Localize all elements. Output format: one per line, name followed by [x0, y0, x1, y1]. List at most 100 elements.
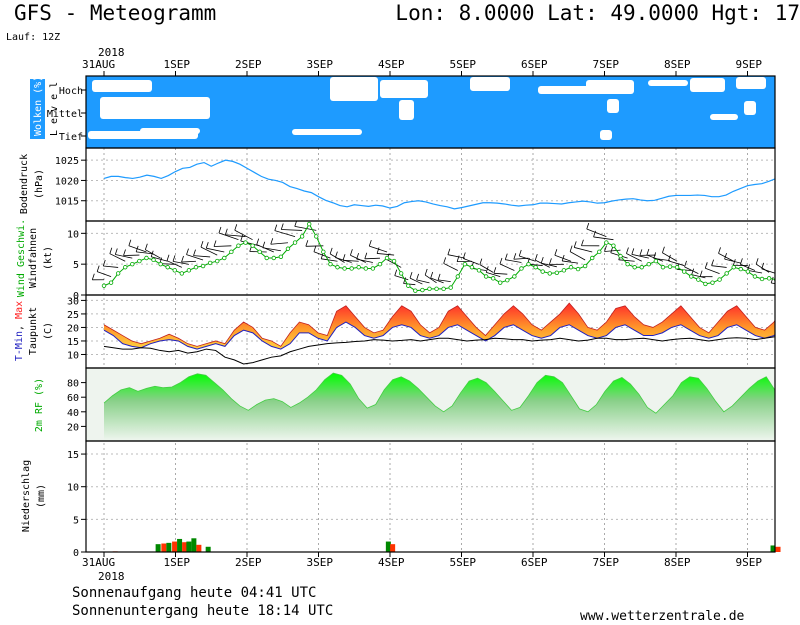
cloud-blob — [178, 107, 208, 111]
wind-speed-point — [526, 261, 531, 267]
wind-speed-point — [703, 281, 708, 287]
wind-barb — [604, 249, 621, 252]
wind-barb — [755, 263, 770, 273]
wind-barb — [200, 246, 218, 256]
wind-speed-point — [781, 289, 785, 293]
wind-barb-flag — [443, 257, 447, 264]
precip-tick-label: 0 — [73, 548, 79, 559]
wind-speed-point — [328, 261, 333, 267]
wind-barb — [747, 269, 763, 274]
wind-barb — [350, 254, 366, 263]
wind-barb-flag — [96, 265, 100, 272]
wind-speed-point — [335, 265, 340, 270]
wind-speed-point — [540, 269, 545, 274]
wind-speed-point — [434, 286, 439, 292]
wind-barb-flag — [732, 259, 736, 266]
wind-speed-point — [759, 276, 765, 282]
wind-speed-point — [257, 249, 262, 255]
wind-barb — [377, 253, 395, 256]
wind-barb — [618, 259, 635, 262]
wind-axis-label: Wind Geschwi. — [16, 219, 27, 297]
precip-tick-label: 15 — [67, 450, 79, 461]
pressure-panel-frame — [85, 147, 776, 222]
wind-barb — [97, 271, 112, 278]
wind-speed-point — [427, 286, 432, 292]
date-tick-bottom: 31AUG — [82, 556, 115, 569]
wind-barb-flag — [342, 254, 346, 261]
wind-barb-flag — [549, 258, 552, 265]
cloud-blob — [399, 100, 414, 120]
wind-speed-point — [370, 266, 376, 271]
wind-speed-point — [356, 265, 361, 270]
wind-tick-label: 10 — [67, 229, 79, 240]
wind-barb-flag — [109, 247, 113, 254]
wind-speed-point — [229, 249, 234, 255]
temperature-tick-label: 25 — [67, 310, 79, 321]
date-tick-top: 9SEP — [736, 58, 763, 71]
wind-speed-point — [611, 243, 616, 248]
temperature-tick-label: 30 — [67, 296, 79, 307]
cloud-label-box — [30, 79, 45, 139]
date-tick-top: 3SEP — [307, 58, 334, 71]
wind-barb — [136, 251, 154, 255]
wind-barb — [586, 228, 607, 237]
source-url: www.wetterzentrale.de — [580, 609, 745, 624]
wind-speed-point — [207, 260, 213, 266]
wind-barb-flag — [447, 248, 451, 255]
wind-barb — [541, 262, 557, 268]
wind-speed-point — [533, 265, 538, 270]
wind-speed-point — [498, 280, 503, 285]
wind-barb-flag — [218, 226, 222, 234]
model-run-label: Lauf: 12Z — [6, 32, 61, 43]
wind-barb-flag — [534, 253, 538, 261]
wind-barb — [181, 260, 197, 263]
date-tick-top: 4SEP — [378, 58, 405, 71]
wind-barb-flag — [172, 255, 176, 262]
wind-barb-flag — [305, 240, 309, 247]
wind-barb — [631, 253, 649, 259]
pressure-line — [103, 159, 775, 210]
cloud-gaps — [88, 77, 766, 140]
wind-barb-flag — [430, 271, 434, 279]
cloud-blob — [600, 130, 612, 140]
wind-speed-point — [561, 268, 567, 273]
wind-speed-point — [292, 240, 298, 245]
wind-speed-point — [448, 285, 453, 290]
precip-bar — [191, 538, 197, 552]
year-label-top: 2018 — [98, 46, 125, 59]
wind-speed-point — [745, 269, 751, 274]
wind-barb — [705, 267, 720, 274]
wind-barb-flag — [350, 249, 353, 256]
wind-barb — [172, 260, 189, 265]
wind-speed-point — [660, 265, 666, 270]
wind-speed-point — [264, 255, 269, 261]
cloud-blob — [744, 101, 756, 115]
precip-bar — [177, 538, 183, 552]
cloud-level-mittel: Mittel — [47, 109, 83, 120]
cloud-blob — [538, 86, 593, 94]
wind-speed-point — [646, 261, 652, 267]
wind-barb — [409, 277, 423, 285]
date-tick-top: 8SEP — [664, 58, 691, 71]
wind-barb — [128, 245, 147, 253]
wind-barb-flag — [711, 259, 714, 266]
wind-barb — [691, 274, 706, 279]
rh-axis-label: 2m RF (%) — [34, 378, 45, 432]
wind-barb — [443, 263, 458, 271]
date-tick-bottom: 5SEP — [450, 556, 477, 569]
temperature-tick-label: 20 — [67, 323, 79, 334]
wind-barb-flag — [662, 246, 665, 253]
wind-speed-point — [130, 261, 135, 267]
wind-barb — [213, 245, 232, 247]
wind-barb — [626, 253, 642, 262]
wind-barb-flag — [518, 249, 522, 257]
precip-unit-label: (mm) — [36, 484, 47, 508]
wind-barb-flag — [288, 203, 290, 209]
wind-barb-flag — [313, 245, 317, 252]
precip-bar — [390, 544, 396, 552]
wind-speed-point — [193, 265, 199, 270]
wind-speed-point — [151, 257, 156, 263]
wind-barb-flag — [240, 234, 244, 242]
wind-barb-flag — [181, 255, 184, 263]
